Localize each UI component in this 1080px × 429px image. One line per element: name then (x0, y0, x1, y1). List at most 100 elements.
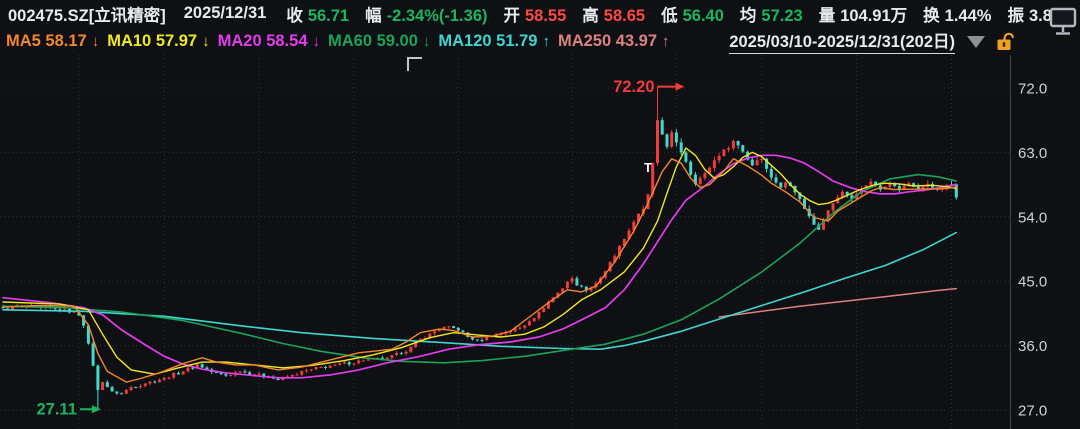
candle (513, 328, 517, 332)
candle (532, 318, 536, 322)
candle (480, 339, 484, 341)
candle (115, 391, 119, 394)
candle (243, 371, 247, 373)
candle (727, 148, 731, 150)
field-value: 104.91万 (840, 6, 908, 25)
unlock-icon[interactable] (995, 31, 1014, 52)
ma-label-value: MA250 43.97 (557, 31, 658, 50)
ma-item-ma60: MA60 59.00 ↓ (328, 32, 430, 51)
candle (608, 262, 612, 272)
chevron-down-icon[interactable] (967, 36, 985, 48)
field-label: 幅 (365, 6, 382, 25)
candle (352, 363, 356, 365)
candle (366, 359, 370, 361)
candle (219, 372, 223, 374)
arrow-down-icon: ↓ (202, 32, 210, 50)
candle (656, 120, 659, 164)
candle (784, 182, 787, 188)
candle (214, 372, 218, 374)
candle (162, 377, 166, 380)
candle (139, 386, 142, 388)
candle (357, 360, 361, 364)
screen-icon[interactable] (1047, 5, 1079, 39)
quote-date: 2025/12/31 (183, 4, 267, 22)
candle (63, 309, 67, 311)
candle (921, 186, 925, 190)
candle (632, 221, 636, 231)
field-value: 56.71 (307, 6, 350, 25)
arrow-up-icon: ↑ (662, 32, 670, 50)
quote-field-开: 开 58.55 (504, 2, 567, 26)
candle (248, 372, 252, 375)
candle (613, 256, 617, 263)
candle (6, 308, 10, 310)
field-label: 均 (739, 6, 757, 25)
candle (622, 239, 626, 246)
candle (731, 141, 735, 149)
candle (760, 158, 764, 161)
y-axis-label: 45.0 (1018, 274, 1047, 291)
candle (409, 347, 413, 352)
candle (452, 326, 455, 328)
field-label: 高 (582, 6, 599, 25)
candle (338, 363, 342, 365)
candle (456, 327, 460, 331)
candle (191, 367, 195, 369)
field-value: -2.34%(-1.36) (386, 6, 488, 25)
candle (82, 315, 86, 326)
candle (755, 160, 759, 166)
candle (712, 160, 716, 168)
range-selector[interactable]: 2025/03/10-2025/12/31(202日) (729, 28, 1014, 54)
candle (414, 341, 418, 347)
candle (812, 216, 816, 225)
candle (461, 330, 465, 333)
ma-item-ma120: MA120 51.79 ↑ (438, 32, 550, 51)
candle (845, 191, 849, 196)
candle (679, 142, 683, 153)
chart-marker: T (644, 161, 652, 175)
candle (660, 120, 664, 135)
quote-field-低: 低 56.40 (661, 2, 724, 26)
candle (485, 336, 489, 341)
field-value: 58.65 (603, 6, 646, 25)
candle (779, 182, 783, 188)
y-axis-label: 72.0 (1018, 81, 1047, 98)
candle (380, 357, 384, 359)
candle (238, 371, 242, 373)
ma-item-ma250: MA250 43.97 ↑ (558, 32, 670, 51)
candle (262, 373, 266, 378)
ma-label-value: MA120 51.79 (438, 31, 538, 50)
field-value: 1.44% (944, 6, 992, 25)
candle (96, 365, 100, 390)
candle (186, 367, 190, 372)
candle (750, 159, 754, 166)
ma-line-ma250 (718, 287, 958, 318)
ma-line-ma120 (2, 231, 958, 351)
ma-item-ma10: MA10 57.97 ↓ (107, 32, 209, 51)
candle (129, 387, 133, 391)
candle (158, 379, 161, 383)
field-label: 开 (503, 6, 521, 25)
candle (722, 149, 726, 156)
candle (954, 184, 958, 198)
candle (319, 367, 323, 368)
field-label: 收 (286, 6, 303, 25)
candle (361, 360, 365, 362)
candle (523, 325, 527, 328)
ma-item-ma20: MA20 58.54 ↓ (218, 32, 320, 51)
stock-symbol: 002475.SZ[立讯精密] (8, 6, 166, 25)
candle (912, 183, 916, 187)
quote-field-幅: 幅 -2.34%(-1.36) (365, 2, 487, 26)
ma-line-ma10 (2, 147, 957, 375)
candle (433, 331, 437, 334)
candle (527, 321, 531, 326)
candle (300, 371, 304, 375)
candle (708, 167, 712, 174)
candle (58, 309, 62, 311)
field-label: 量 (818, 6, 836, 25)
candle (774, 177, 778, 183)
candle (314, 367, 318, 370)
quote-fields: 收 56.71 幅 -2.34%(-1.36) 开 58.55 高 58.65 低 56.40 均 5… (286, 2, 1080, 26)
range-label[interactable]: 2025/03/10-2025/12/31(202日) (729, 28, 955, 54)
